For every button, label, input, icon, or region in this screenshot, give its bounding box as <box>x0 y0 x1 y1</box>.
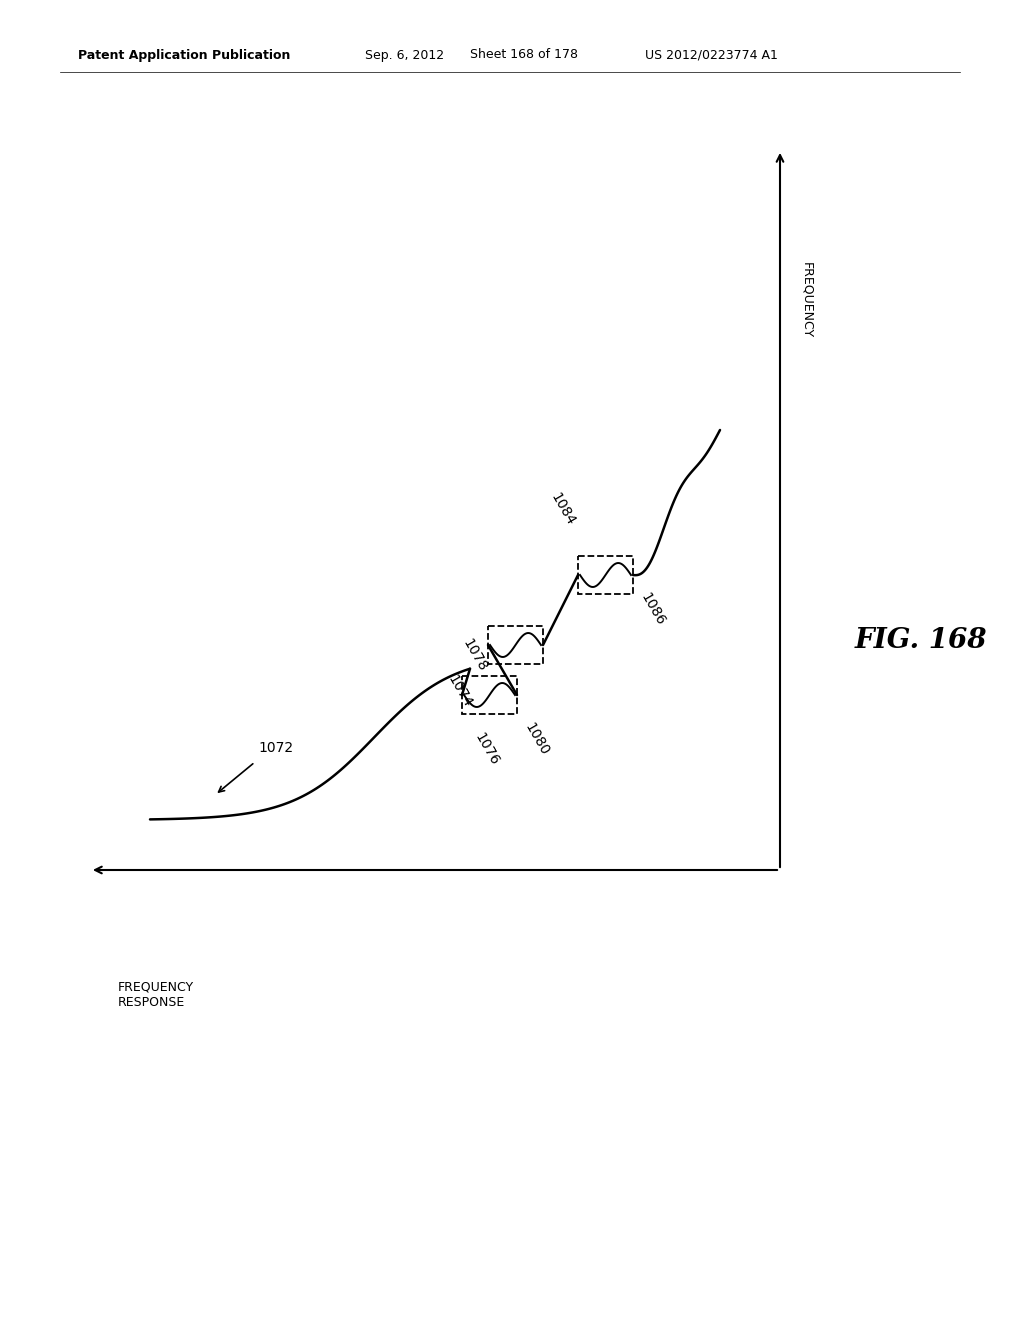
Text: 1072: 1072 <box>258 741 293 755</box>
Text: FREQUENCY
RESPONSE: FREQUENCY RESPONSE <box>118 979 195 1008</box>
Text: FIG. 168: FIG. 168 <box>855 627 987 653</box>
Bar <box>578 556 633 594</box>
Text: Patent Application Publication: Patent Application Publication <box>78 49 291 62</box>
Bar <box>488 626 543 664</box>
Text: 1086: 1086 <box>638 590 668 627</box>
Text: 1080: 1080 <box>522 719 552 758</box>
Text: 1074: 1074 <box>445 672 475 709</box>
Text: FREQUENCY: FREQUENCY <box>800 261 813 338</box>
Text: 1076: 1076 <box>472 730 502 767</box>
Bar <box>462 676 517 714</box>
Text: 1078: 1078 <box>460 636 489 673</box>
Text: Sheet 168 of 178: Sheet 168 of 178 <box>470 49 578 62</box>
Text: Sep. 6, 2012: Sep. 6, 2012 <box>365 49 444 62</box>
Text: 1084: 1084 <box>548 491 578 528</box>
Text: US 2012/0223774 A1: US 2012/0223774 A1 <box>645 49 778 62</box>
